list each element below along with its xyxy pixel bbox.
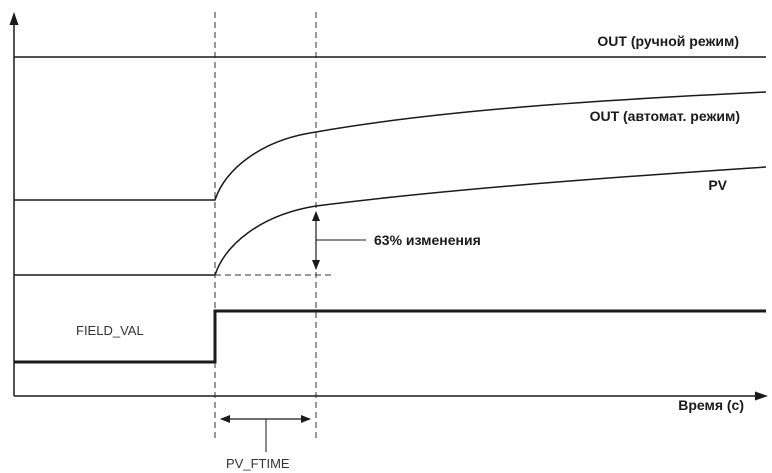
- pv-ftime-label: PV_FTIME: [226, 456, 290, 471]
- change-63-label: 63% изменения: [374, 232, 481, 248]
- time-axis-label: Время (с): [678, 397, 744, 413]
- out-manual-label: OUT (ручной режим): [597, 33, 739, 49]
- field-val-step-line: [14, 309, 766, 364]
- pv-label: PV: [708, 177, 727, 193]
- field-val-label: FIELD_VAL: [76, 323, 144, 338]
- y-axis-arrow-icon: [9, 12, 19, 25]
- pv-curve: [14, 166, 767, 276]
- out-auto-curve: [14, 91, 767, 201]
- x-axis-arrow-icon: [755, 391, 768, 401]
- out-auto-label: OUT (автомат. режим): [589, 108, 740, 124]
